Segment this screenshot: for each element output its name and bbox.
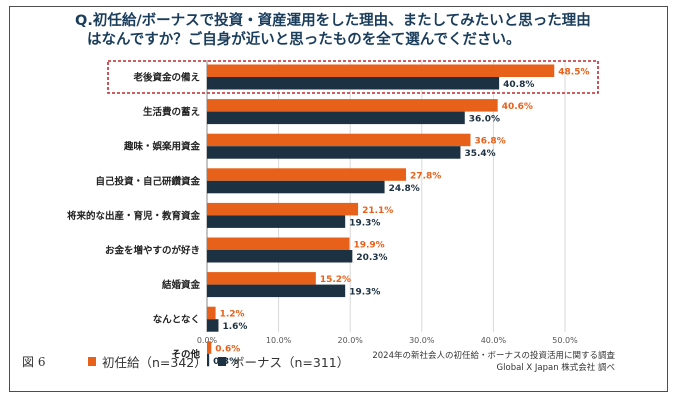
bar-series1 [207,64,555,77]
data-label-series1: 36.8% [474,137,505,147]
bar-series1 [207,237,350,250]
x-tick-label: 20.0% [337,336,363,345]
bar-series2 [207,284,346,298]
bar-series2 [207,215,346,228]
legend-swatch-series1 [88,357,96,366]
legend-item-series2: ボーナス（n=311） [218,352,349,371]
bar-series2 [207,353,210,367]
bar-series2 [207,77,500,90]
bar-series1 [207,306,216,320]
data-label-series2: 19.3% [349,288,380,298]
highlight-box [107,60,599,94]
data-label-series2: 24.8% [389,184,420,194]
category-label: お金を増やすのが好き [105,245,200,257]
x-tick-label: 50.0% [552,336,578,345]
data-label-series1: 27.8% [410,171,441,181]
data-label-series1: 19.9% [353,241,384,251]
data-label-series2: 36.0% [469,115,500,125]
legend-label-series1: 初任給（n=342） [102,355,207,370]
bar-series1 [207,272,316,285]
bar-series1 [207,341,212,354]
bar-series2 [207,319,219,332]
data-label-series2: 19.3% [349,218,380,228]
x-tick-label: 30.0% [409,336,435,345]
category-label: なんとなく [153,315,200,326]
data-label-series1: 0.6% [215,344,240,354]
bar-series1 [207,133,471,147]
data-label-series1: 1.2% [220,310,245,320]
category-label: 結婚資金 [162,279,201,291]
bar-series2 [207,146,461,159]
title-line-1: Q.初任給/ボーナスで投資・資産運用をした理由、またしてみたいと思った理由 [75,13,591,29]
category-label: 将来的な出産・育児・教育資金 [67,210,201,222]
bar-series1 [207,202,359,216]
category-label: 趣味・娯楽用資金 [123,141,201,153]
data-label-series1: 15.2% [320,275,351,285]
legend-label-series2: ボーナス（n=311） [232,355,350,370]
data-label-series2: 40.8% [503,80,534,90]
figure-label: 図 6 [22,355,46,369]
bar-series2 [207,180,385,194]
x-tick-label: 40.0% [481,336,507,345]
data-label-series1: 21.1% [362,206,393,216]
data-label-series2: 1.6% [222,322,247,332]
title-line-2: はなんですか？ご自身が近いと思ったものを全て選んでください。 [87,32,521,48]
chart-title: Q.初任給/ボーナスで投資・資産運用をした理由、またしてみたいと思った理由 はな… [75,12,635,50]
bar-series1 [207,168,407,181]
bar-series1 [207,99,498,112]
bar-series2 [207,250,353,263]
data-label-series2: 35.4% [464,149,495,159]
x-tick-label: 0.0% [197,336,218,345]
category-label: 自己投資・自己研鑽資金 [95,175,200,187]
legend-item-series1: 初任給（n=342） [88,352,207,371]
data-label-series1: 48.5% [558,68,589,78]
data-label-series2: 20.3% [356,253,387,263]
bar-series2 [207,111,465,125]
source-note: 2024年の新社会人の初任給・ボーナスの投資活用に関する調査 Global X … [372,350,615,374]
source-line-1: 2024年の新社会人の初任給・ボーナスの投資活用に関する調査 [372,351,615,361]
data-label-series1: 40.6% [502,102,533,112]
source-line-2: Global X Japan 株式会社 調べ [496,363,615,373]
category-label: 生活費の蓄え [143,106,200,118]
x-tick-label: 10.0% [266,336,292,345]
category-label: その他 [171,348,200,360]
legend-swatch-series2 [218,357,226,366]
category-label: 老後資金の備え [132,72,200,84]
